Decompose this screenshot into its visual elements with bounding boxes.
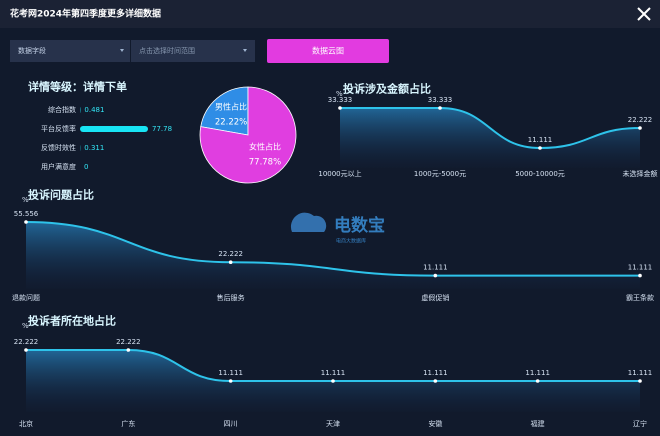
x-tick-label: 霸王条款 xyxy=(626,293,654,302)
point-value: 11.111 xyxy=(628,369,653,377)
point xyxy=(535,379,540,383)
point-value: 11.111 xyxy=(321,369,346,377)
bar-label: 用户满意度 xyxy=(41,162,76,171)
bar-label: 综合指数 xyxy=(48,105,76,114)
point xyxy=(338,106,342,110)
cloud-button-text: 数据云图 xyxy=(312,46,344,56)
x-tick-label: 辽宁 xyxy=(633,419,647,428)
cloud-button[interactable]: 数据云图 xyxy=(267,39,389,63)
chart-title: 投诉涉及金额占比 xyxy=(343,82,431,96)
point-value: 11.111 xyxy=(218,369,243,377)
point-value: 22.222 xyxy=(14,338,39,346)
bar-label: 平台反馈率 xyxy=(41,124,76,133)
area xyxy=(26,222,640,289)
close-button[interactable] xyxy=(637,7,651,21)
pie-label: 女性占比 xyxy=(249,142,281,152)
y-axis-label: % xyxy=(336,90,343,98)
bar-value: 0.311 xyxy=(84,144,104,152)
point xyxy=(126,348,131,352)
point xyxy=(24,348,28,352)
x-tick-label: 安徽 xyxy=(428,419,442,428)
x-tick-label: 未选择金额 xyxy=(623,169,658,178)
point xyxy=(638,273,642,278)
pie-slice xyxy=(199,86,297,184)
x-tick-label: 四川 xyxy=(224,420,238,428)
x-tick-label: 天津 xyxy=(326,420,340,428)
bar xyxy=(80,126,148,132)
point-value: 11.111 xyxy=(628,264,653,272)
chart-title: 详情等级：详情下单 xyxy=(28,80,127,94)
pie-value: 77.78% xyxy=(249,158,281,168)
point-value: 22.222 xyxy=(218,250,243,258)
point xyxy=(538,146,542,150)
line xyxy=(339,106,641,150)
bar-value: 0.481 xyxy=(84,106,104,114)
pie-label: 男性占比 xyxy=(215,101,247,111)
watermark-subtitle: 电商大数据库 xyxy=(336,238,366,245)
point xyxy=(24,220,28,224)
point xyxy=(433,273,438,278)
date-range-text: 点击选择时间范围 xyxy=(139,46,195,55)
x-tick-label: 1000元-5000元 xyxy=(414,170,466,178)
point xyxy=(331,379,335,383)
point-value: 22.222 xyxy=(628,116,653,124)
line xyxy=(25,221,640,277)
point xyxy=(433,379,438,383)
field-select-text: 数据字段 xyxy=(18,46,46,55)
point-value: 11.111 xyxy=(525,369,550,377)
chart-title: 投诉者所在地占比 xyxy=(28,314,116,328)
x-tick-label: 北京 xyxy=(19,419,33,428)
watermark-name: 电数宝 xyxy=(334,215,385,236)
bar-value: 0 xyxy=(84,163,88,171)
date-range[interactable]: 点击选择时间范围 xyxy=(131,40,255,62)
y-axis-label: % xyxy=(22,196,29,204)
x-tick-label: 5000-10000元 xyxy=(515,170,565,178)
point-value: 11.111 xyxy=(423,369,448,377)
pie-slice xyxy=(200,86,249,136)
area xyxy=(340,108,640,168)
point xyxy=(228,379,233,383)
field-select[interactable]: 数据字段 xyxy=(10,40,130,62)
point-value: 55.556 xyxy=(14,210,39,218)
x-tick-label: 售后服务 xyxy=(217,293,245,302)
chart-title: 投诉问题占比 xyxy=(28,188,94,202)
point-value: 22.222 xyxy=(116,338,141,346)
watermark: 电数宝 电商大数据库 xyxy=(290,212,385,245)
x-tick-label: 退款问题 xyxy=(12,293,40,302)
point-value: 33.333 xyxy=(428,96,453,104)
x-tick-label: 10000元以上 xyxy=(318,169,361,178)
point xyxy=(638,126,642,130)
point-value: 33.333 xyxy=(328,96,353,104)
x-tick-label: 福建 xyxy=(531,419,545,428)
point-value: 11.111 xyxy=(528,136,553,144)
bar-label: 反馈时效性 xyxy=(41,143,76,152)
pie-value: 22.22% xyxy=(215,117,247,127)
header-title: 花考网2024年第四季度更多详细数据 xyxy=(10,8,161,20)
header-bar xyxy=(0,0,660,28)
point-value: 11.111 xyxy=(423,264,448,272)
x-tick-label: 广东 xyxy=(121,419,135,428)
point xyxy=(638,379,642,383)
x-tick-label: 虚假促销 xyxy=(421,293,449,302)
bar-value: 77.78 xyxy=(152,125,172,133)
point xyxy=(438,106,442,110)
point xyxy=(228,260,233,265)
y-axis-label: % xyxy=(22,322,29,330)
